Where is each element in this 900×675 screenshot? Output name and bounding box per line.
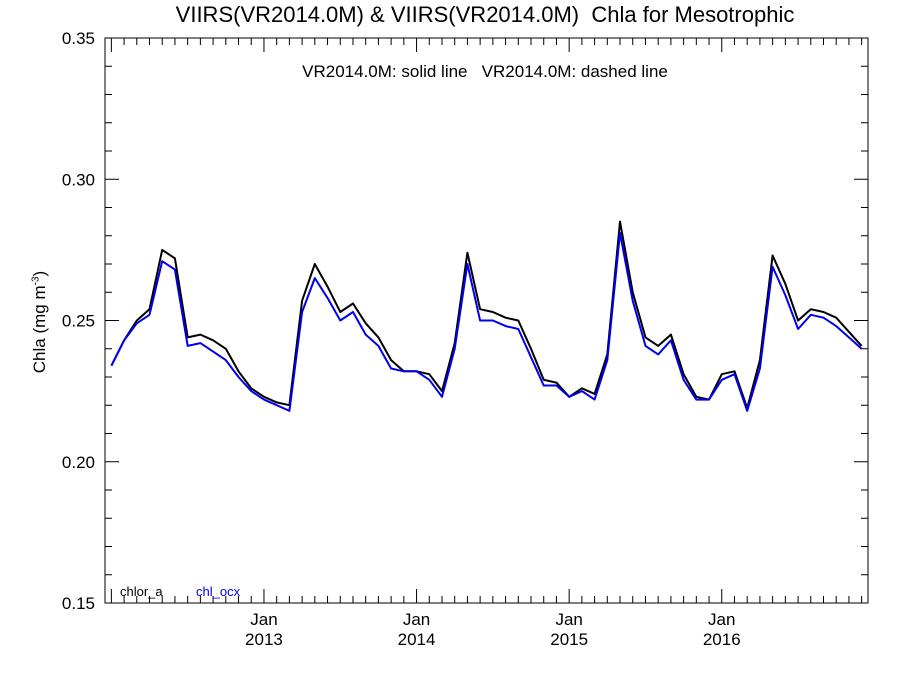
legend-entry-chlor_a: chlor_a: [120, 584, 163, 599]
y-tick-label: 0.30: [62, 170, 95, 189]
y-tick-label: 0.25: [62, 312, 95, 331]
series-line-chlor_a: [110, 220, 863, 410]
x-tick-label: Jan: [555, 610, 582, 629]
y-tick-label: 0.35: [62, 29, 95, 48]
chart-title: VIIRS(VR2014.0M) & VIIRS(VR2014.0M) Chla…: [175, 2, 795, 27]
y-tick-label: 0.20: [62, 453, 95, 472]
chart-annotation: VR2014.0M: solid line VR2014.0M: dashed …: [302, 62, 668, 81]
x-tick-label: Jan: [403, 610, 430, 629]
y-tick-label: 0.15: [62, 594, 95, 613]
legend-entry-chl_ocx: chl_ocx: [196, 584, 241, 599]
x-tick-label: Jan: [250, 610, 277, 629]
x-tick-label: 2013: [245, 630, 283, 649]
x-tick-label: 2015: [550, 630, 588, 649]
x-tick-label: Jan: [708, 610, 735, 629]
x-tick-label: 2014: [398, 630, 436, 649]
x-tick-label: 2016: [703, 630, 741, 649]
series-line-chl_ocx: [110, 231, 863, 412]
